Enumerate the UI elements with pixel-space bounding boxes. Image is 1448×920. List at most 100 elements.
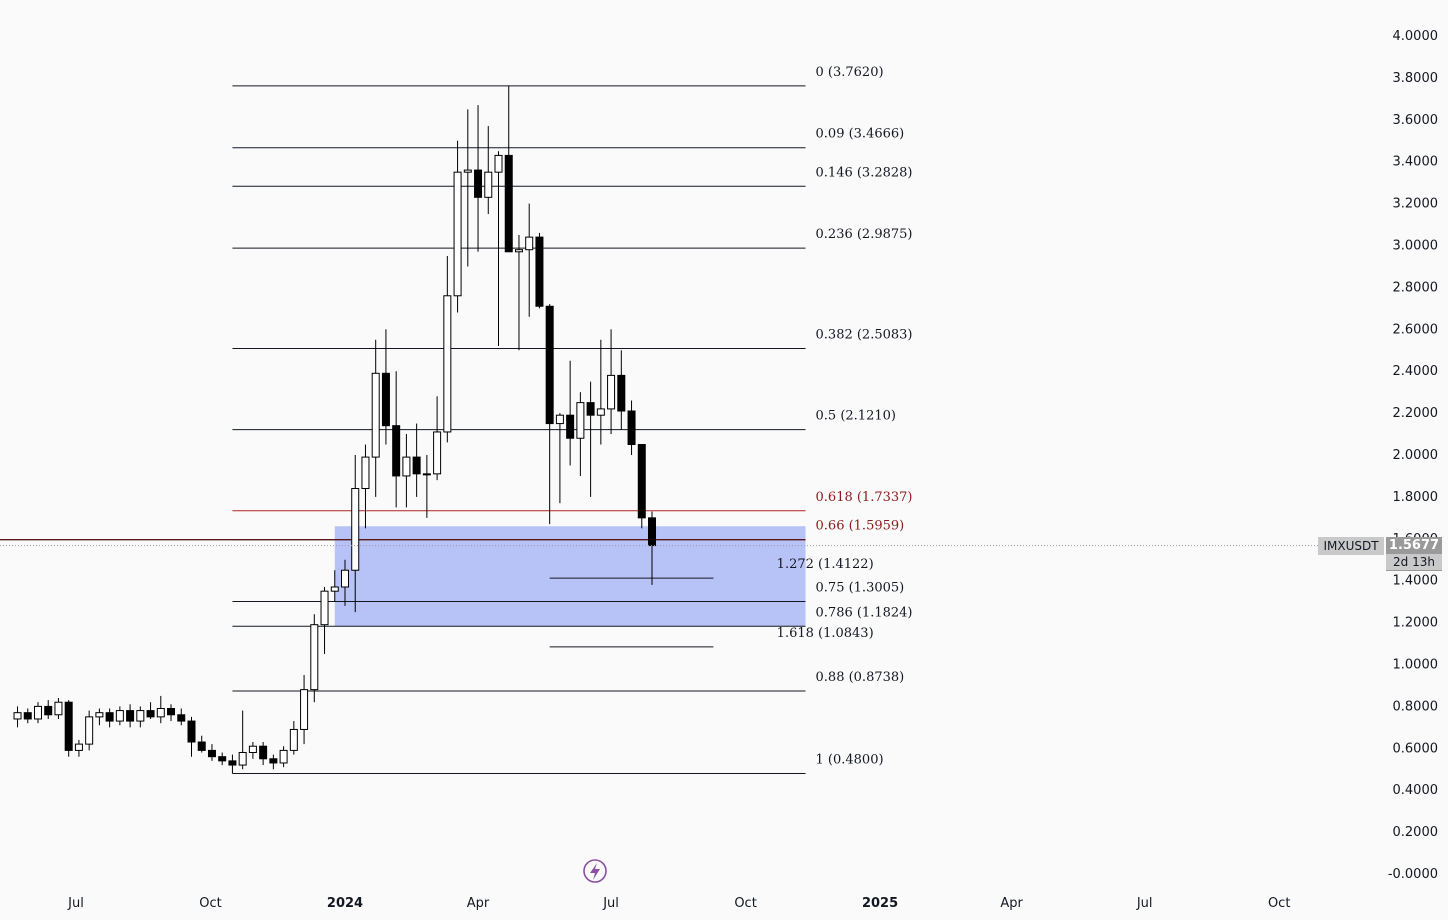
candle xyxy=(351,455,360,613)
candle-body xyxy=(13,712,22,720)
candle-body xyxy=(74,743,83,751)
y-tick-label: 1.4000 xyxy=(1393,574,1439,589)
y-tick-label: 1.0000 xyxy=(1393,658,1439,673)
candle xyxy=(197,735,206,753)
candles-layer xyxy=(13,85,657,774)
candle xyxy=(453,140,462,313)
candle-body xyxy=(576,402,585,439)
candle-body xyxy=(269,758,278,764)
candle-body xyxy=(412,456,421,475)
candle xyxy=(381,329,390,445)
candle-body xyxy=(289,728,298,751)
candle xyxy=(85,710,94,751)
candle xyxy=(586,381,595,497)
y-tick-label: 4.0000 xyxy=(1393,29,1439,44)
x-axis[interactable]: Jul Oct 2024 Apr Jul Oct 2025 Apr Jul Oct xyxy=(67,896,1290,911)
candle-body xyxy=(177,714,186,722)
candle xyxy=(422,455,431,518)
candle-body xyxy=(555,414,564,425)
candle xyxy=(514,235,523,351)
candle-body xyxy=(197,741,206,751)
fib-level-label: 0 (3.7620) xyxy=(816,65,884,80)
candle xyxy=(392,371,401,508)
candle xyxy=(64,700,73,757)
y-tick-label: 0.8000 xyxy=(1393,699,1439,714)
y-tick-label: 0.6000 xyxy=(1393,741,1439,756)
candle xyxy=(607,329,616,435)
candle xyxy=(504,85,513,253)
candle-body xyxy=(545,305,554,425)
candle xyxy=(167,704,176,722)
candle-body xyxy=(474,169,483,198)
candle xyxy=(545,304,554,525)
lightning-icon[interactable] xyxy=(583,859,607,883)
fib-level-label: 0.786 (1.1824) xyxy=(816,605,913,620)
candle xyxy=(187,716,196,757)
candle-body xyxy=(115,710,124,722)
candle xyxy=(13,706,22,728)
candle-body xyxy=(218,756,227,762)
candle-body xyxy=(44,705,53,716)
y-tick-label: 3.6000 xyxy=(1393,113,1439,128)
candle xyxy=(443,255,452,443)
y-tick-label: 3.8000 xyxy=(1393,71,1439,86)
candle-body xyxy=(85,716,94,745)
fib-level-label: 0.382 (2.5083) xyxy=(816,328,913,343)
fib-level-label: 0.75 (1.3005) xyxy=(816,581,905,596)
candle xyxy=(126,704,135,728)
candle xyxy=(23,708,32,724)
candle xyxy=(156,695,165,724)
candle-body xyxy=(146,710,155,718)
x-tick-label: 2024 xyxy=(327,896,363,911)
candle-body xyxy=(617,374,626,412)
candle-body xyxy=(167,707,176,716)
candle-body xyxy=(381,372,390,427)
y-tick-label: 3.0000 xyxy=(1393,239,1439,254)
candle xyxy=(402,434,411,508)
y-tick-label: -0.0000 xyxy=(1388,867,1438,882)
candle-body xyxy=(248,745,257,753)
fib-level-label: 0.146 (3.2828) xyxy=(816,165,913,180)
candle-body xyxy=(637,444,646,519)
candle xyxy=(146,702,155,719)
candle-body xyxy=(259,745,268,760)
candle xyxy=(95,708,104,726)
candle-body xyxy=(371,372,380,458)
candle-body xyxy=(105,712,114,722)
fib-level-label: 0.09 (3.4666) xyxy=(816,127,905,142)
fib-level-label: 1 (0.4800) xyxy=(816,752,884,767)
x-tick-label: Jul xyxy=(1136,896,1153,911)
current-price-value: 1.5677 xyxy=(1388,538,1440,553)
candle xyxy=(576,392,585,476)
candle xyxy=(566,360,575,466)
candle xyxy=(433,396,442,481)
candle-body xyxy=(238,751,247,766)
candle xyxy=(177,708,186,726)
x-tick-label: Jul xyxy=(602,896,619,911)
candle xyxy=(228,754,237,774)
x-tick-label: Oct xyxy=(734,896,756,911)
candle-body xyxy=(494,154,503,173)
candle-body xyxy=(463,169,472,173)
candle-body xyxy=(525,236,534,251)
candle-body xyxy=(514,249,523,253)
candle xyxy=(74,739,83,757)
y-axis[interactable]: 4.0000 3.8000 3.6000 3.4000 3.2000 3.0000 2.80… xyxy=(1388,29,1438,882)
candle-body xyxy=(54,701,63,716)
y-tick-label: 2.4000 xyxy=(1393,364,1439,379)
candle xyxy=(105,708,114,728)
y-tick-label: 3.2000 xyxy=(1393,197,1439,212)
candle-body xyxy=(596,408,605,416)
candle-body xyxy=(361,456,370,490)
candle-body xyxy=(627,410,636,446)
candle-body xyxy=(330,586,339,592)
candle-body xyxy=(33,705,42,720)
candle xyxy=(115,706,124,726)
candle xyxy=(596,339,605,445)
y-tick-label: 1.8000 xyxy=(1393,490,1439,505)
fib-level-label: 0.618 (1.7337) xyxy=(816,490,913,505)
candle xyxy=(555,413,564,504)
y-tick-label: 3.4000 xyxy=(1393,155,1439,170)
